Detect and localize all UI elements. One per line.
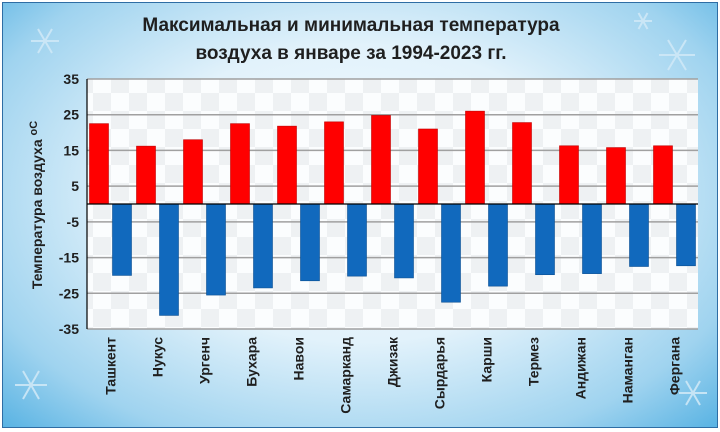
- min-bar-9: [488, 203, 508, 287]
- min-bar-11: [582, 203, 602, 274]
- chart-title: Максимальная и минимальная температура в…: [142, 15, 560, 64]
- max-bar-5: [277, 125, 297, 205]
- max-bar-4: [230, 123, 250, 205]
- y-tick-label: 25: [63, 107, 79, 123]
- category-label: Термез: [526, 337, 542, 386]
- min-bar-12: [629, 203, 649, 267]
- max-bar-2: [136, 145, 156, 205]
- y-tick-label: -25: [59, 285, 79, 301]
- chart-svg: Максимальная и минимальная температура в…: [15, 12, 707, 414]
- y-tick-label: -15: [59, 250, 79, 266]
- category-label: Ургенч: [197, 337, 213, 384]
- min-bar-7: [394, 203, 414, 279]
- category-label: Сырдарья: [432, 337, 448, 409]
- min-bar-4: [253, 203, 273, 289]
- category-label: Андижан: [573, 337, 589, 399]
- min-bar-10: [535, 203, 555, 276]
- axes: [86, 79, 698, 329]
- category-label: Ташкент: [103, 337, 119, 395]
- max-bar-9: [465, 110, 485, 205]
- max-bar-13: [653, 145, 673, 205]
- category-label: Нукус: [150, 337, 166, 377]
- max-bar-11: [559, 145, 579, 205]
- max-bar-1: [89, 123, 109, 205]
- y-tick-label: 35: [63, 71, 79, 87]
- min-bar-1: [112, 203, 132, 276]
- category-label: Карши: [479, 337, 495, 382]
- category-label: Навои: [291, 337, 307, 380]
- category-label: Бухара: [244, 337, 260, 387]
- y-tick-label: 5: [71, 178, 79, 194]
- min-bar-5: [300, 203, 320, 282]
- max-bar-8: [418, 128, 438, 205]
- max-bar-12: [606, 147, 626, 205]
- min-bar-8: [441, 203, 461, 303]
- min-bar-6: [347, 203, 367, 277]
- max-bar-3: [183, 139, 203, 205]
- background-snowflakes: [15, 12, 707, 406]
- category-label: Наманган: [620, 337, 636, 403]
- max-bar-10: [512, 122, 532, 205]
- chart-title-line-1: Максимальная и минимальная температура: [142, 15, 560, 36]
- min-bar-13: [676, 203, 696, 267]
- min-bar-3: [206, 203, 226, 296]
- category-label: Фергана: [667, 337, 683, 395]
- chart-title-line-2: воздуха в январе за 1994-2023 гг.: [195, 43, 506, 64]
- bars: [89, 110, 696, 316]
- y-axis-unit: oC: [28, 121, 40, 136]
- category-label: Джизак: [385, 336, 401, 387]
- y-tick-label: 15: [63, 142, 79, 158]
- max-bar-7: [371, 115, 391, 205]
- y-tick-label: -35: [59, 321, 79, 337]
- y-tick-labels: 35 25 15 5 -5 -15 -25 -35: [59, 71, 79, 337]
- category-label: Самарканд: [338, 337, 354, 414]
- y-tick-label: -5: [67, 214, 80, 230]
- max-bar-6: [324, 121, 344, 205]
- y-axis-label: Температура воздуха oC: [28, 121, 45, 289]
- category-labels: Ташкент Нукус Ургенч Бухара Навои Самарканд Дж…: [103, 336, 683, 414]
- min-bar-2: [159, 203, 179, 316]
